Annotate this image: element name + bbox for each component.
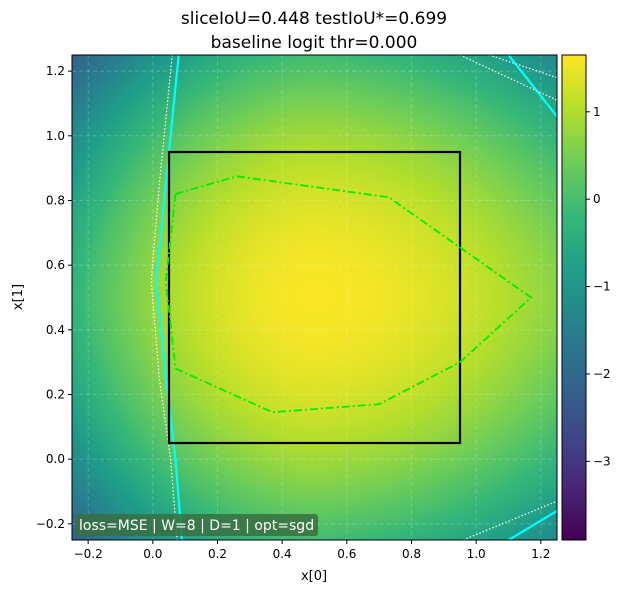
- y-tick-label: 0.0: [46, 452, 65, 466]
- x-axis-ticks: −0.2 0.0 0.2 0.4 0.6 0.8 1.0 1.2: [74, 540, 550, 561]
- x-tick-label: 0.0: [143, 547, 162, 561]
- annotation-background: [75, 514, 319, 536]
- baseline-contour-top-right-line: [459, 54, 558, 101]
- baseline-contour-bottom-right-line: [462, 500, 558, 541]
- y-axis-ticks: −0.2 0.0 0.2 0.4 0.6 0.8 1.0 1.2: [36, 64, 72, 531]
- y-tick-label: −0.2: [36, 517, 65, 531]
- baseline-contour-left-line: [150, 54, 178, 541]
- chart-title-line1: sliceIoU=0.448 testIoU*=0.699: [181, 9, 447, 29]
- colorbar-ticks: −3 −2 −1 0 1: [586, 105, 611, 468]
- y-tick-label: 0.4: [46, 323, 65, 337]
- colorbar-tick-label: 0: [593, 192, 601, 206]
- annotation-box: loss=MSE | W=8 | D=1 | opt=sgd: [75, 514, 319, 536]
- x-tick-label: 1.0: [467, 547, 486, 561]
- y-tick-label: 0.2: [46, 388, 65, 402]
- heatmap: [72, 55, 557, 540]
- chart-title-line2: baseline logit thr=0.000: [211, 33, 418, 53]
- colorbar-tick-label: −2: [593, 367, 611, 381]
- y-tick-label: 1.0: [46, 129, 65, 143]
- plot-area: [71, 54, 558, 541]
- y-tick-label: 1.2: [46, 64, 65, 78]
- x-tick-label: 0.2: [208, 547, 227, 561]
- x-tick-label: −0.2: [74, 547, 103, 561]
- zero-contour-left-line: [154, 54, 183, 541]
- x-tick-label: 1.2: [531, 547, 550, 561]
- zero-contour-top-right-line: [507, 54, 558, 118]
- y-tick-label: 0.6: [46, 258, 65, 272]
- true-box-layer: [167, 150, 462, 445]
- plot-frame: [71, 54, 558, 541]
- colorbar-frame: [561, 54, 587, 541]
- colorbar-tick-label: −3: [593, 454, 611, 468]
- heatmap-container: [72, 55, 557, 540]
- decision-polygon-layer: [164, 175, 533, 414]
- zero-contour-bottom-right-line: [507, 509, 558, 541]
- annotation-text: loss=MSE | W=8 | D=1 | opt=sgd: [79, 518, 314, 534]
- x-tick-label: 0.6: [337, 547, 356, 561]
- decision-polygon: [164, 175, 533, 414]
- x-tick-label: 0.4: [273, 547, 292, 561]
- baseline-contour-top-right-line2: [488, 54, 558, 79]
- x-axis-label: x[0]: [301, 569, 327, 584]
- colorbar-gradient-container: [562, 55, 586, 540]
- y-axis-label: x[1]: [11, 284, 26, 310]
- colorbar-gradient: [562, 55, 586, 540]
- colorbar-tick-label: 1: [593, 105, 601, 119]
- y-tick-label: 0.8: [46, 194, 65, 208]
- x-tick-label: 0.8: [402, 547, 421, 561]
- true-box: [167, 150, 462, 445]
- colorbar: −3 −2 −1 0 1: [561, 54, 611, 541]
- contour-lines: [150, 54, 558, 541]
- colorbar-tick-label: −1: [593, 280, 611, 294]
